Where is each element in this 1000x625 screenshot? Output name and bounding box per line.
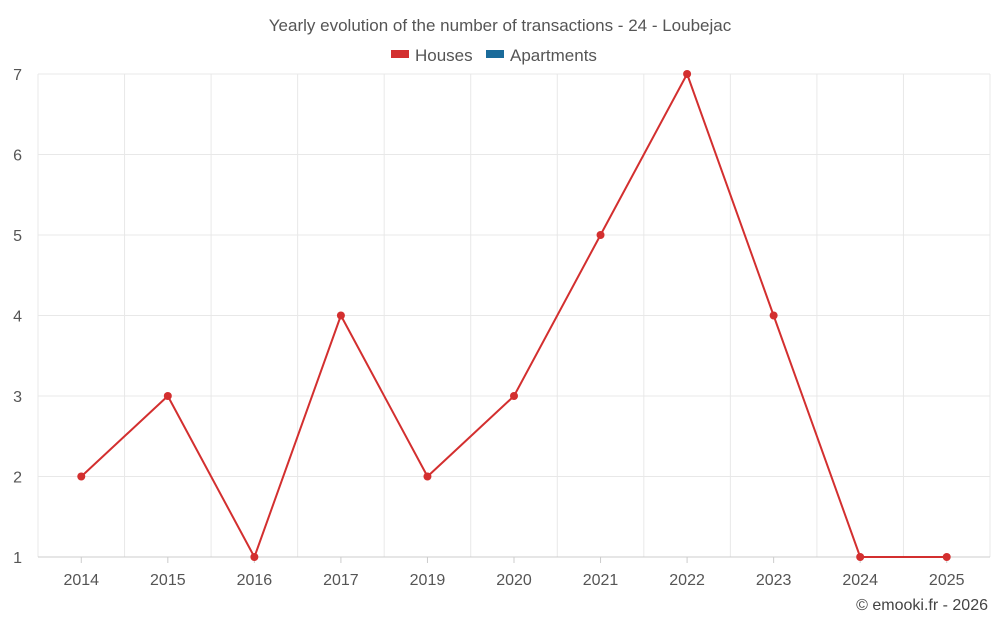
x-tick-label: 2019 (410, 572, 446, 589)
axes: 1 2 3 4 5 6 7 2014 2015 2016 2017 2019 2020 2021 2022 2… (13, 67, 990, 589)
x-tick-label: 2014 (63, 572, 99, 589)
chart-title: Yearly evolution of the number of transa… (269, 16, 732, 35)
y-tick-label: 3 (13, 389, 22, 406)
legend-label-apartments[interactable]: Apartments (510, 46, 597, 65)
grid (37, 73, 991, 557)
data-point[interactable] (683, 70, 692, 78)
legend-swatch-houses[interactable] (391, 50, 409, 58)
data-point[interactable] (942, 553, 951, 561)
data-point[interactable] (769, 311, 778, 320)
legend-swatch-apartments[interactable] (486, 50, 504, 58)
y-tick-label: 6 (13, 148, 22, 165)
x-tick-label: 2016 (237, 572, 273, 589)
x-tick-label: 2024 (842, 572, 878, 589)
x-tick-label: 2020 (496, 572, 532, 589)
y-tick-label: 1 (13, 550, 22, 567)
data-point[interactable] (336, 311, 345, 320)
legend: Houses Apartments (391, 46, 597, 65)
data-point[interactable] (423, 472, 432, 481)
credit-text: © emooki.fr - 2026 (856, 597, 988, 614)
x-tick-label: 2022 (669, 572, 705, 589)
x-tick-label: 2025 (929, 572, 965, 589)
plot-area (77, 70, 951, 561)
y-tick-label: 5 (13, 228, 22, 245)
data-point[interactable] (163, 392, 172, 400)
data-point[interactable] (596, 231, 605, 239)
x-tick-label: 2023 (756, 572, 792, 589)
y-tick-label: 7 (13, 67, 22, 84)
data-point[interactable] (250, 553, 259, 561)
x-tick-label: 2021 (583, 572, 619, 589)
x-tick-label: 2015 (150, 572, 186, 589)
data-point[interactable] (77, 472, 86, 481)
data-point[interactable] (510, 392, 518, 400)
y-tick-label: 2 (13, 470, 22, 487)
y-tick-label: 4 (13, 309, 22, 326)
legend-label-houses[interactable]: Houses (415, 46, 473, 65)
x-tick-label: 2017 (323, 572, 359, 589)
data-point[interactable] (856, 553, 865, 561)
